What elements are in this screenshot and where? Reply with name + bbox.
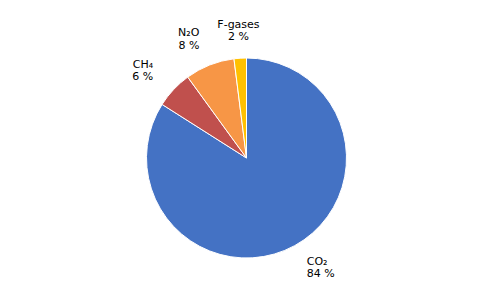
slice-label-value: 8 % xyxy=(178,39,199,52)
slice-label: F-gases2 % xyxy=(217,18,260,44)
pie: CO₂84 % CH₄6 % N₂O8 % F-gases2 % xyxy=(132,18,346,281)
slice-label-name: F-gases xyxy=(217,18,260,31)
slice xyxy=(146,58,346,258)
slice-label-name: CH₄ xyxy=(133,58,154,71)
slice-label-value: 6 % xyxy=(132,70,153,83)
slice-label-value: 2 % xyxy=(228,30,249,43)
slice-label-value: 84 % xyxy=(307,267,335,280)
slice-label: CH₄6 % xyxy=(132,58,154,84)
slice xyxy=(188,59,247,158)
slice-label: N₂O8 % xyxy=(178,26,200,52)
slice-label-name: CO₂ xyxy=(307,255,328,268)
slice-label-name: N₂O xyxy=(178,26,200,39)
labels: CO₂84 % CH₄6 % N₂O8 % F-gases2 % xyxy=(132,18,334,281)
chart: CO₂84 % CH₄6 % N₂O8 % F-gases2 % xyxy=(0,0,493,304)
slices xyxy=(146,58,346,258)
slice-label: CO₂84 % xyxy=(307,255,335,281)
slice xyxy=(234,58,247,158)
